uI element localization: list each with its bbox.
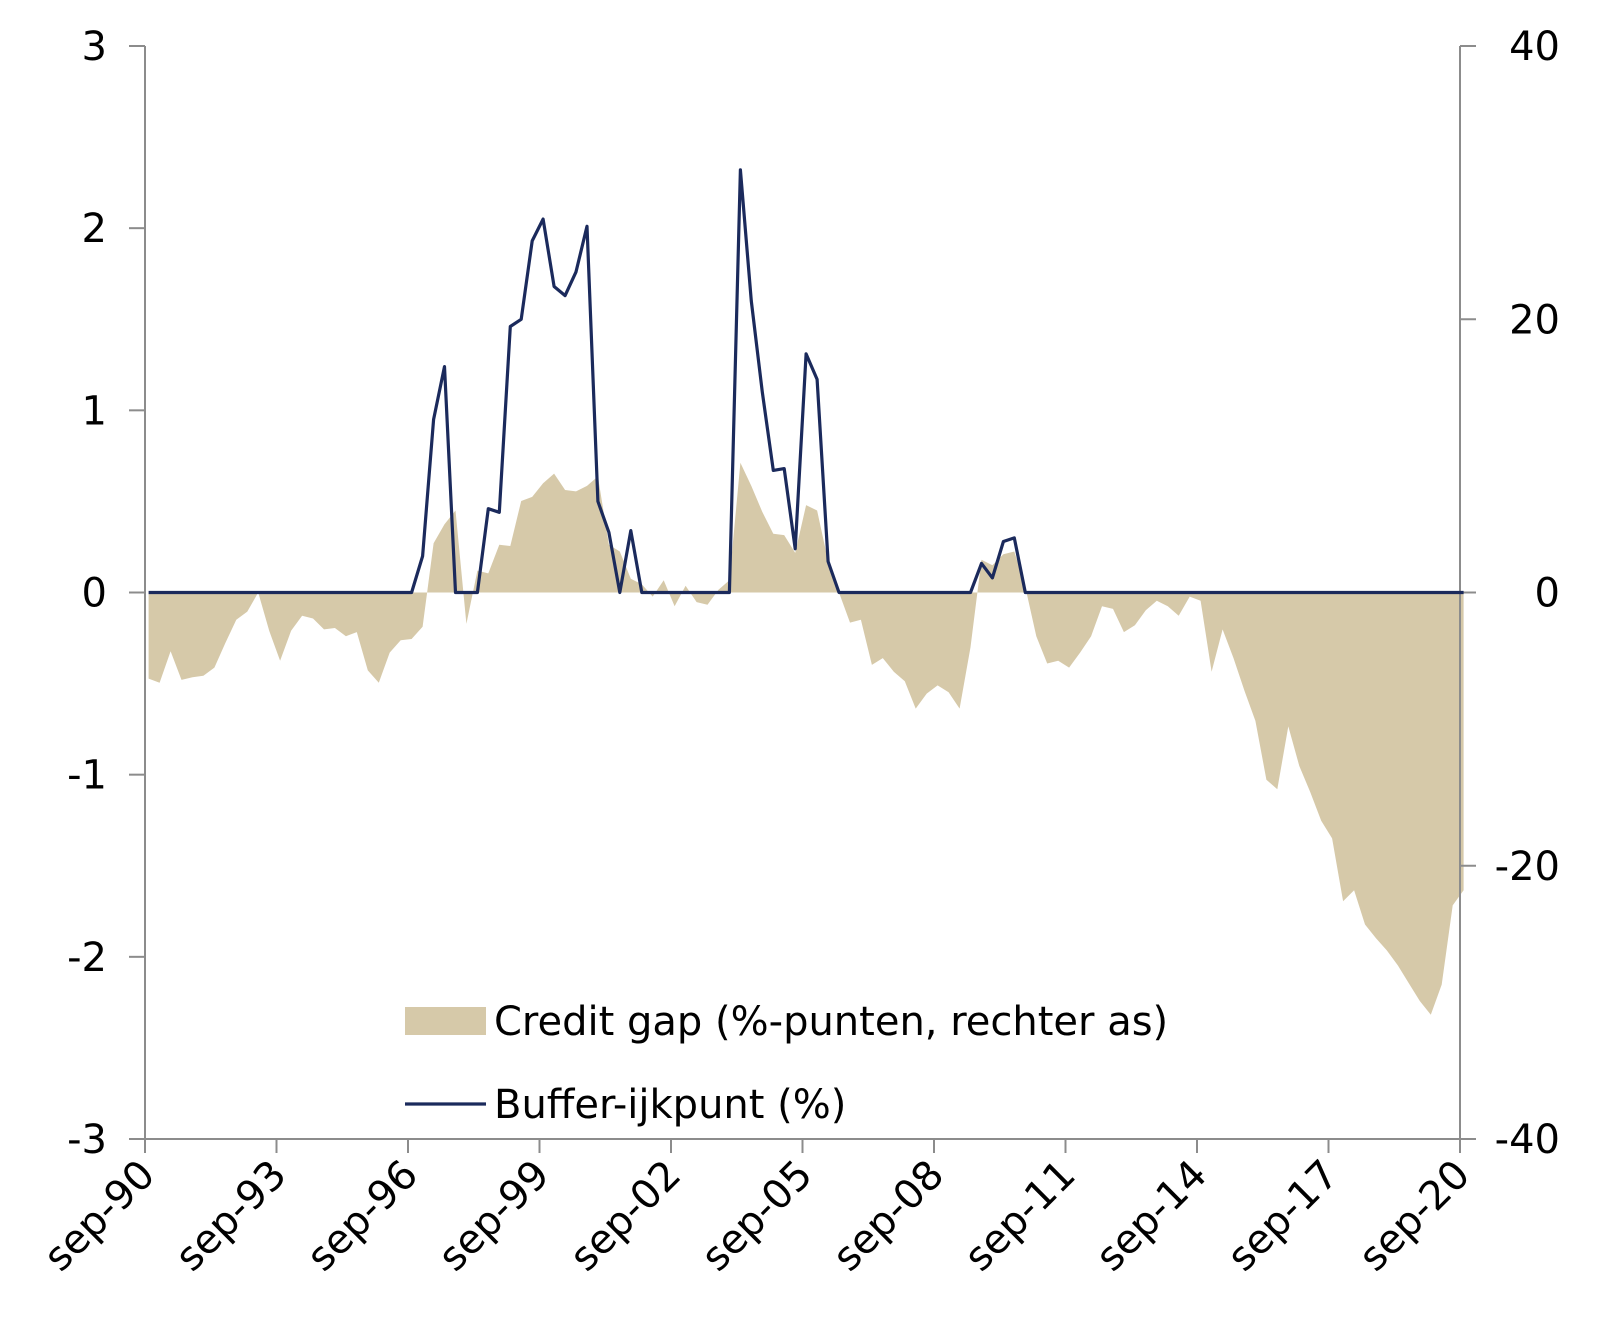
x-tick-label: sep-20 (1350, 1152, 1479, 1281)
left-y-tick-label: 2 (82, 206, 107, 252)
x-tick-label: sep-11 (956, 1152, 1085, 1281)
left-y-tick-label: -1 (67, 753, 107, 799)
x-tick-label: sep-05 (693, 1152, 822, 1281)
legend-swatch-credit-gap (405, 1007, 486, 1035)
legend-label-credit-gap: Credit gap (%-punten, rechter as) (494, 999, 1168, 1045)
right-y-tick-label: 20 (1509, 297, 1560, 343)
chart-svg: 3210-1-2-340200-20-40sep-90 sep-93 sep-96 s… (0, 0, 1600, 1328)
right-y-tick-label: 0 (1535, 571, 1560, 617)
right-y-tick-label: -40 (1495, 1117, 1560, 1163)
left-y-tick-label: -2 (67, 935, 107, 981)
left-y-tick-label: 3 (82, 24, 107, 70)
area-layer (149, 463, 1464, 1015)
left-y-tick-label: -3 (67, 1117, 107, 1163)
x-tick-label: sep-90 (35, 1152, 164, 1281)
legend-label-buffer: Buffer-ijkpunt (%) (494, 1082, 846, 1128)
chart-container: 3 2 1 0 -1 -2 -3 40 20 0 -20 -40 sep-90 sep-93 sep-96 s… (0, 0, 1600, 1328)
left-y-tick-label: 0 (82, 571, 107, 617)
x-tick-label: sep-08 (824, 1152, 953, 1281)
credit-gap-area (149, 463, 1464, 1015)
x-tick-label: sep-02 (561, 1152, 690, 1281)
right-y-tick-label: -20 (1495, 844, 1560, 890)
x-tick-label: sep-96 (298, 1152, 427, 1281)
right-y-tick-label: 40 (1509, 24, 1560, 70)
left-y-tick-label: 1 (82, 388, 107, 434)
x-tick-label: sep-99 (430, 1152, 559, 1281)
legend: Credit gap (%-punten, rechter as) Buffer… (405, 999, 1168, 1128)
x-tick-label: sep-17 (1219, 1152, 1348, 1281)
x-tick-label: sep-14 (1087, 1152, 1216, 1281)
x-tick-label: sep-93 (167, 1152, 296, 1281)
